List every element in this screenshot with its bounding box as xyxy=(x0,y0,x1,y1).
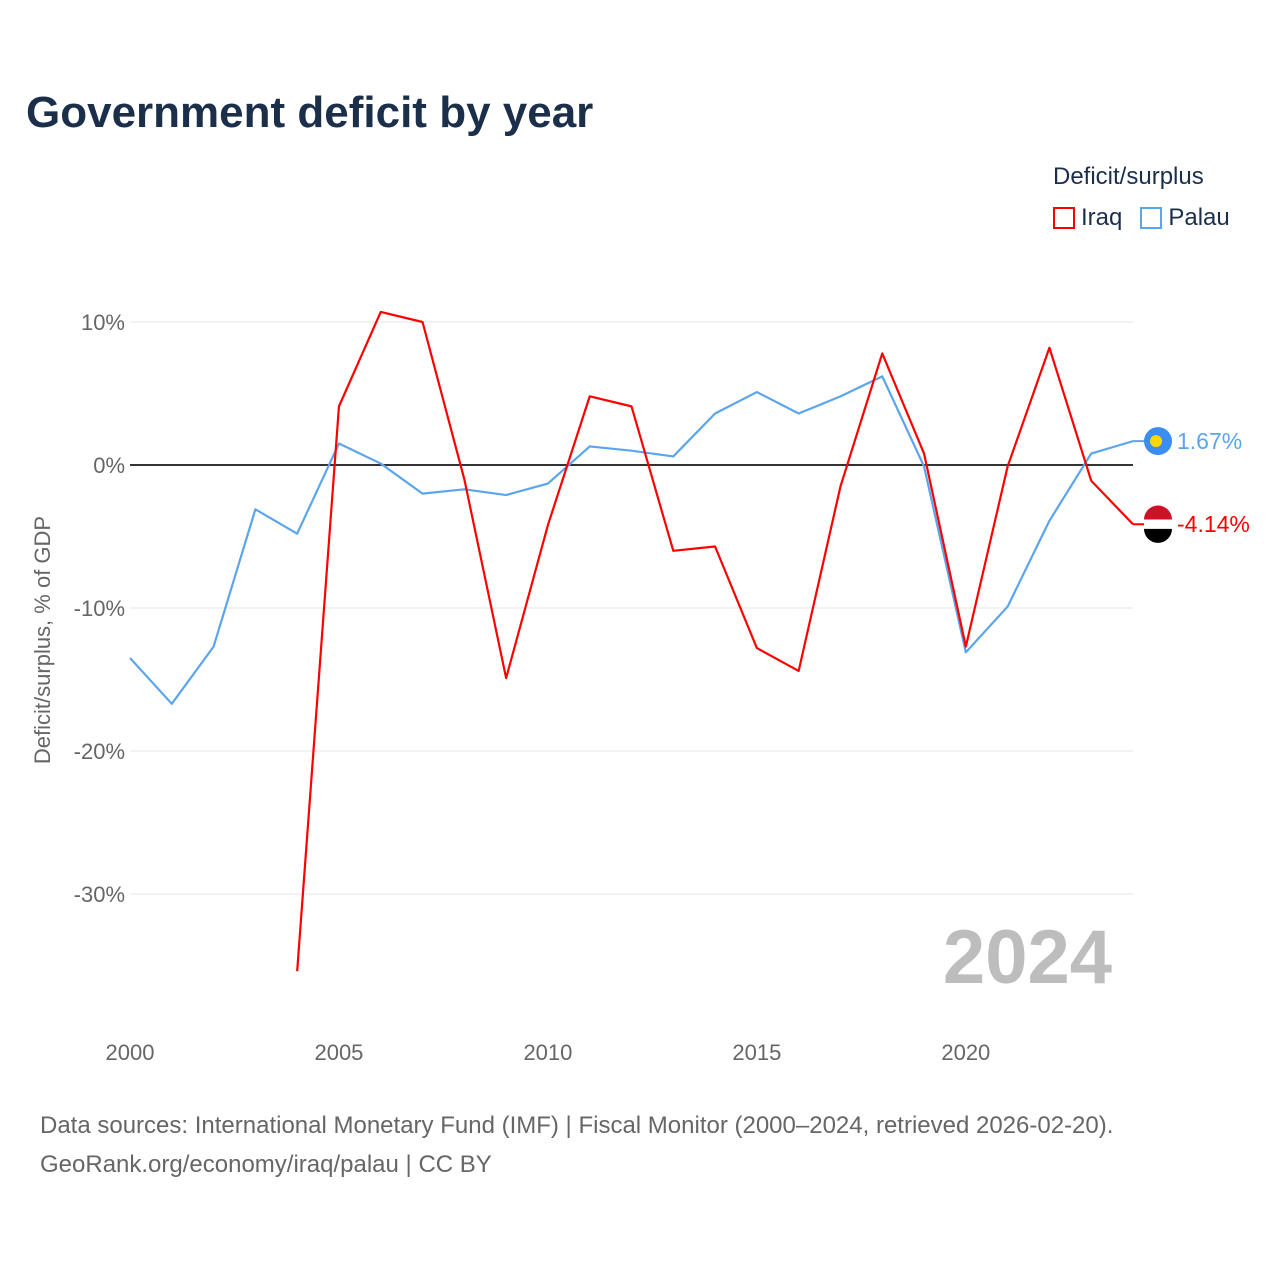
y-axis-label: Deficit/surplus, % of GDP xyxy=(30,516,55,764)
y-tick-label: -20% xyxy=(74,739,125,764)
y-tick-label: 10% xyxy=(81,310,125,335)
palau-flag-moon xyxy=(1150,435,1162,448)
year-watermark: 2024 xyxy=(943,915,1112,1000)
legend-item-palau[interactable]: Palau xyxy=(1140,204,1230,232)
x-tick-label: 2015 xyxy=(732,1040,781,1065)
iraq-flag-icon xyxy=(1144,505,1172,520)
y-tick-label: 0% xyxy=(93,453,125,478)
x-tick-label: 2005 xyxy=(314,1040,363,1065)
legend-swatch-palau xyxy=(1140,207,1163,229)
source-line-1: Data sources: International Monetary Fun… xyxy=(40,1112,1114,1139)
x-tick-label: 2010 xyxy=(523,1040,572,1065)
legend-item-iraq[interactable]: Iraq xyxy=(1053,204,1122,232)
legend: Iraq Palau xyxy=(1053,204,1230,232)
source-note: Data sources: International Monetary Fun… xyxy=(40,1106,1113,1184)
source-line-2[interactable]: GeoRank.org/economy/iraq/palau | CC BY xyxy=(40,1151,492,1178)
legend-title: Deficit/surplus xyxy=(1053,163,1204,190)
legend-label: Palau xyxy=(1168,204,1230,231)
end-value-label: -4.14% xyxy=(1177,511,1250,537)
x-tick-label: 2000 xyxy=(106,1040,155,1065)
series-line-palau xyxy=(129,375,1134,705)
end-value-label: 1.67% xyxy=(1177,428,1242,454)
y-tick-label: -10% xyxy=(74,596,125,621)
x-tick-label: 2020 xyxy=(941,1040,990,1065)
iraq-flag-white xyxy=(1144,519,1172,529)
legend-label: Iraq xyxy=(1081,204,1123,231)
legend-swatch-iraq xyxy=(1053,207,1075,229)
chart-title: Government deficit by year xyxy=(26,88,594,137)
series-line-iraq xyxy=(296,310,1134,972)
y-tick-label: -30% xyxy=(74,882,125,907)
iraq-flag-black xyxy=(1144,528,1172,543)
